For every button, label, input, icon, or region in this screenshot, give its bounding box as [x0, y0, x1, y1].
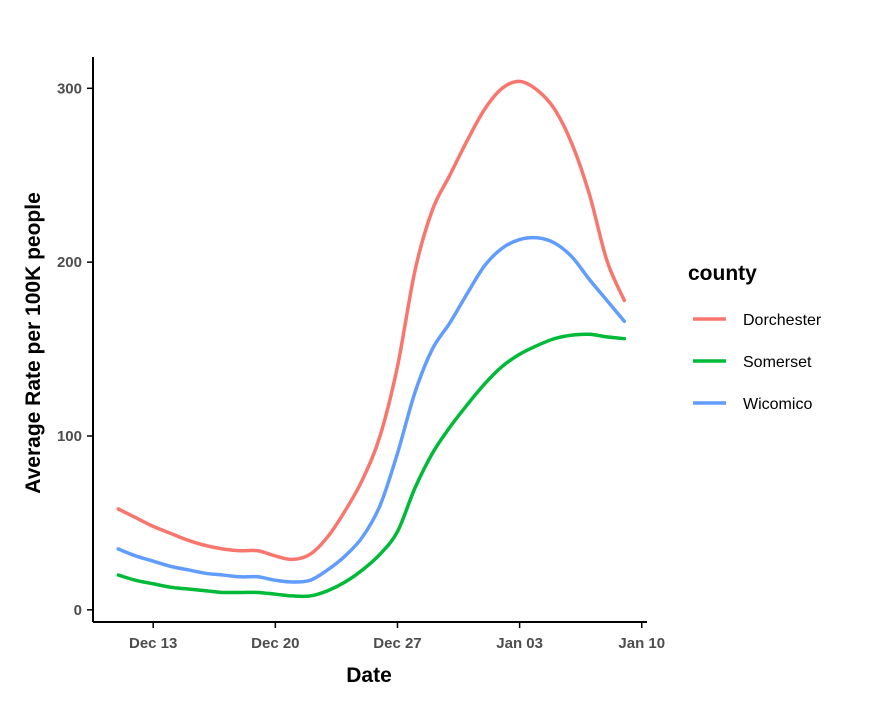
x-ticks: Dec 13 Dec 20 Dec 27 Jan 03 Jan 10 — [129, 622, 665, 652]
legend-label: Wicomico — [743, 396, 812, 413]
y-tick-label: 300 — [57, 80, 82, 97]
series-line-dorchester — [116, 79, 627, 562]
y-tick-label: 100 — [57, 428, 82, 445]
x-tick-label: Jan 03 — [496, 635, 543, 652]
legend-title: county — [688, 262, 757, 285]
y-ticks: 0 100 200 300 — [57, 80, 93, 619]
x-tick-label: Dec 13 — [129, 635, 177, 652]
legend-label: Somerset — [743, 354, 812, 371]
y-axis-title: Average Rate per 100K people — [22, 192, 45, 494]
x-tick-label: Jan 10 — [618, 635, 665, 652]
x-axis-title: Date — [346, 664, 392, 687]
series-line-wicomico — [116, 235, 627, 584]
legend-label: Dorchester — [743, 312, 822, 329]
series-lines — [116, 79, 627, 599]
y-tick-label: 200 — [57, 254, 82, 271]
y-tick-label: 0 — [74, 602, 82, 619]
series-line-somerset — [116, 332, 627, 599]
legend: county Dorchester Somerset Wicomico — [688, 262, 822, 413]
x-tick-label: Dec 20 — [251, 635, 299, 652]
x-tick-label: Dec 27 — [373, 635, 421, 652]
